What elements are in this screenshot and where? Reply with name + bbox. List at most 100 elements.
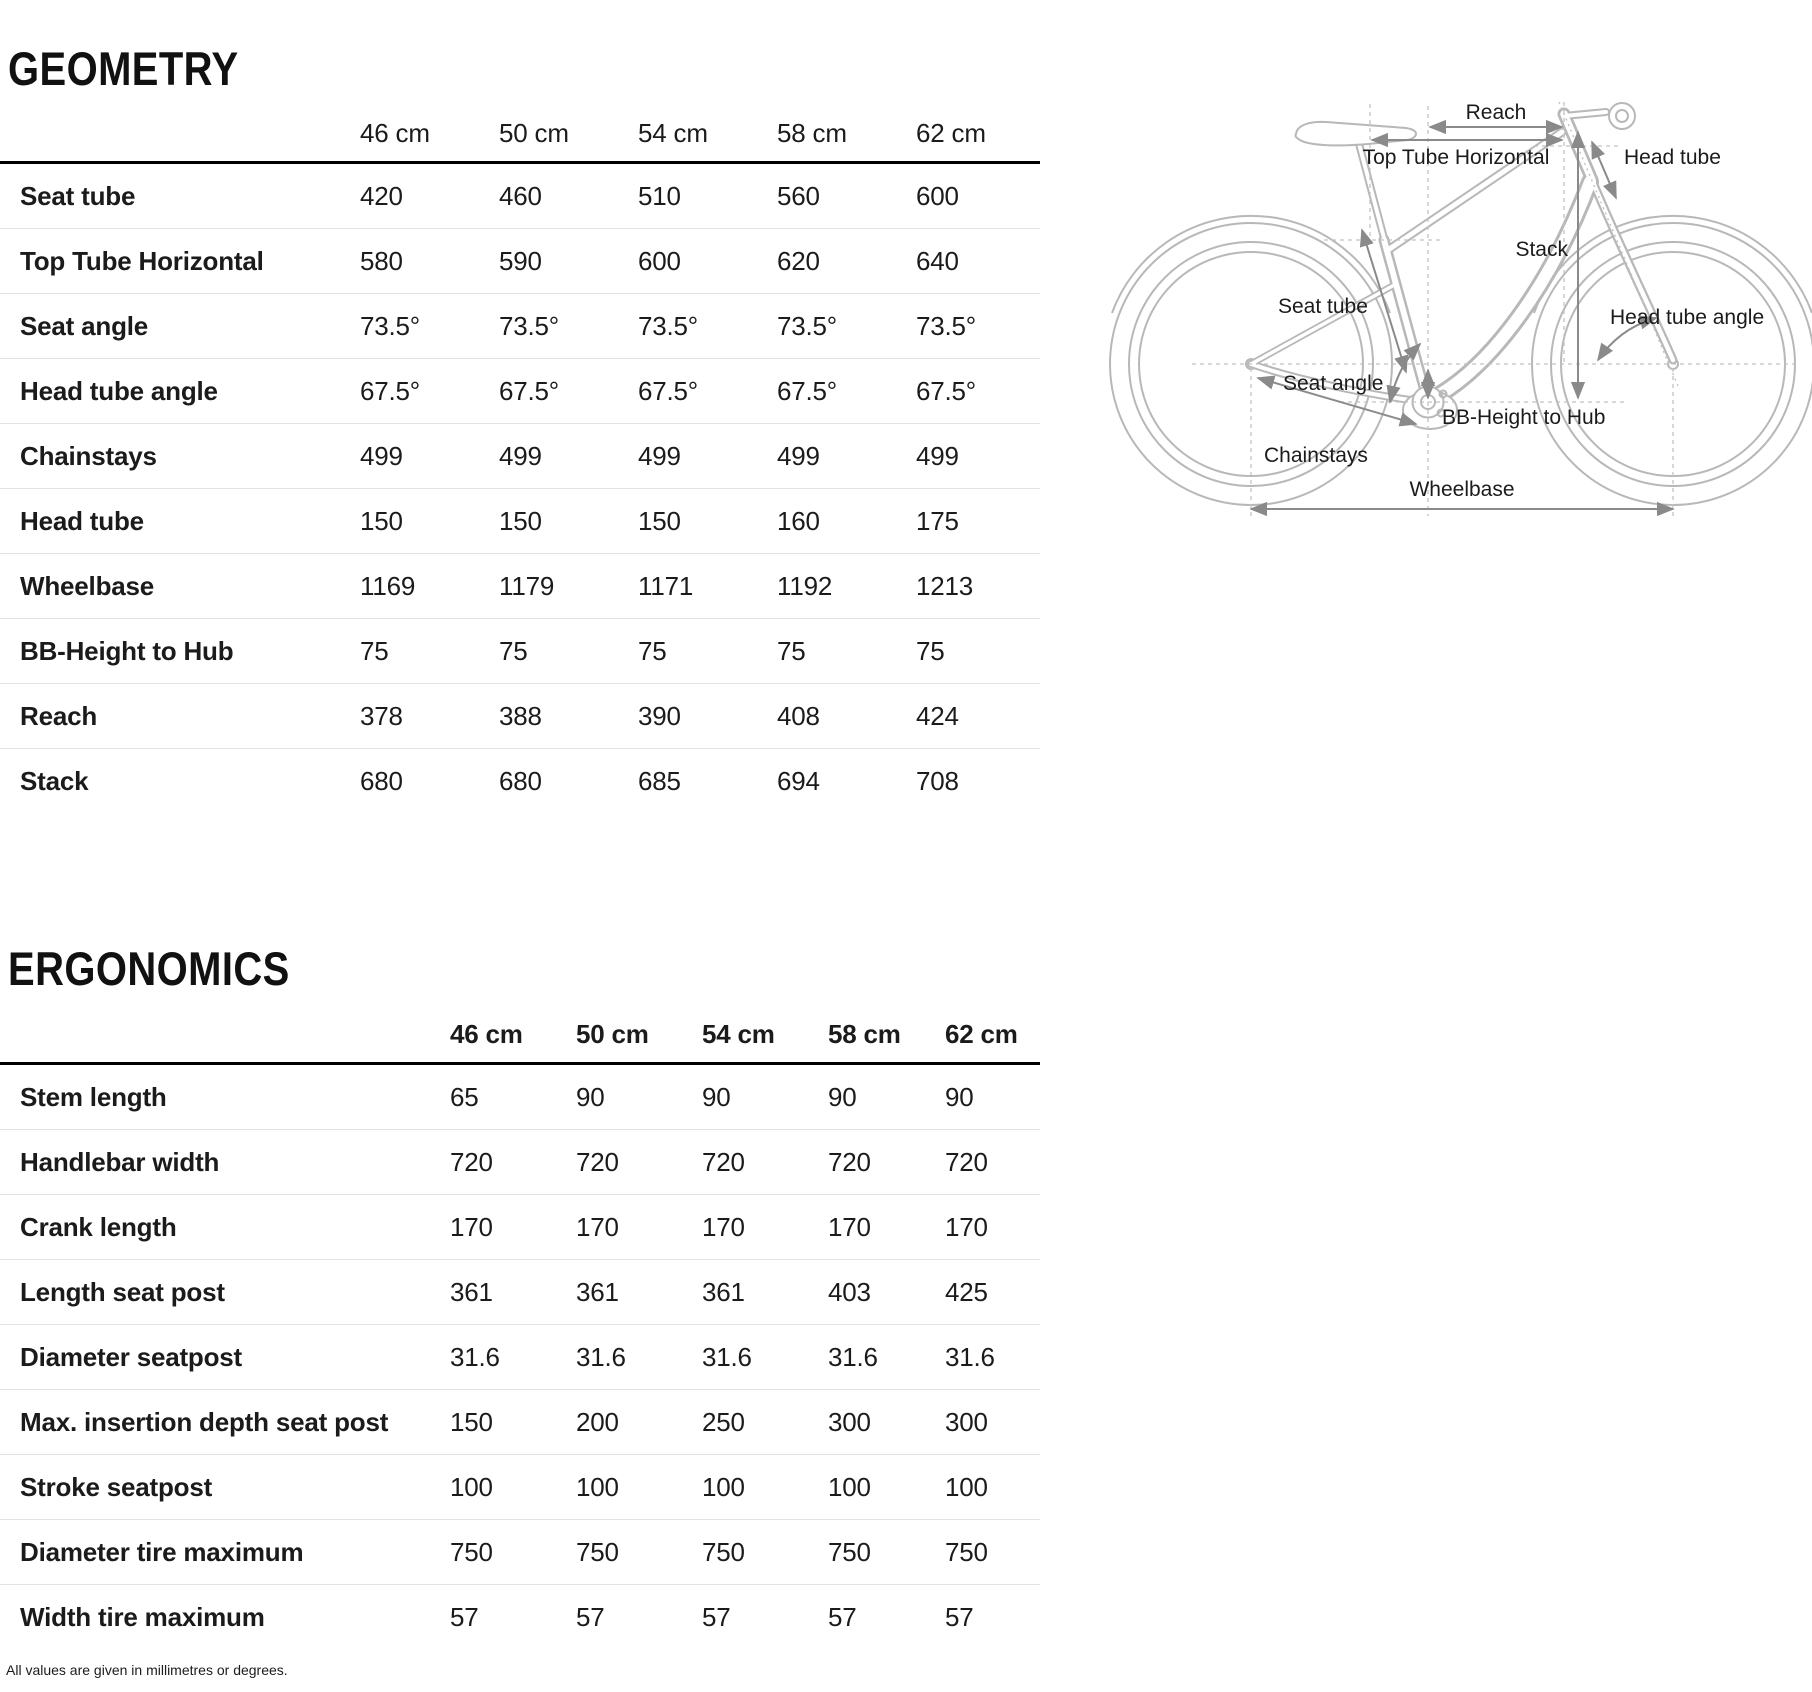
cell-value: 694 <box>777 766 820 796</box>
column-header: 62 cm <box>916 118 986 148</box>
diagram-label-reach: Reach <box>1466 101 1527 124</box>
table-row: Diameter seatpost 31.6 31.6 31.6 31.6 31.6 <box>0 1325 1040 1390</box>
cell-value: 75 <box>499 635 528 666</box>
cell-value: 100 <box>828 1471 871 1502</box>
cell-value: 499 <box>916 440 959 471</box>
diagram-label-seat-tube: Seat tube <box>1278 295 1368 318</box>
cell-value: 150 <box>360 505 403 536</box>
column-header: 46 cm <box>450 1019 523 1049</box>
diagram-label-head-tube-angle: Head tube angle <box>1610 306 1764 329</box>
column-header: 58 cm <box>777 118 847 148</box>
cell-value: 580 <box>360 245 403 276</box>
cell-value: 75 <box>916 635 945 666</box>
cell-value: 420 <box>360 180 403 211</box>
column-header: 54 cm <box>638 118 708 148</box>
cell-value: 67.5° <box>499 375 560 406</box>
saddle-icon <box>1294 120 1417 147</box>
table-row: Head tube angle 67.5° 67.5° 67.5° 67.5° 67.5° <box>0 359 1040 424</box>
chainstays-arrow <box>1256 375 1418 427</box>
cell-value: 90 <box>828 1081 857 1112</box>
cell-value: 67.5° <box>916 375 977 406</box>
cell-value: 57 <box>576 1602 605 1632</box>
column-header: 58 cm <box>828 1019 901 1049</box>
cell-value: 250 <box>702 1406 745 1437</box>
cell-value: 499 <box>777 440 820 471</box>
cell-value: 1213 <box>916 570 974 601</box>
table-row: Head tube 150 150 150 160 175 <box>0 489 1040 554</box>
cell-value: 708 <box>916 766 959 796</box>
cell-value: 31.6 <box>450 1341 500 1372</box>
table-row: Seat tube 420 460 510 560 600 <box>0 164 1040 229</box>
table-row: Seat angle 73.5° 73.5° 73.5° 73.5° 73.5° <box>0 294 1040 359</box>
cell-value: 300 <box>828 1406 871 1437</box>
diagram-label-chainstays: Chainstays <box>1264 444 1368 467</box>
units-footnote: All values are given in millimetres or d… <box>6 1662 288 1678</box>
head-tube-arrow <box>1591 140 1617 200</box>
cell-value: 750 <box>945 1536 988 1567</box>
cell-value: 65 <box>450 1081 479 1112</box>
row-label: Head tube angle <box>20 375 218 406</box>
head-tube-angle-arc-arrow <box>1596 315 1658 362</box>
cell-value: 408 <box>777 700 820 731</box>
cell-value: 200 <box>576 1406 619 1437</box>
table-row: Crank length 170 170 170 170 170 <box>0 1195 1040 1260</box>
cell-value: 100 <box>576 1471 619 1502</box>
row-label: Stem length <box>20 1081 167 1112</box>
table-row: Handlebar width 720 720 720 720 720 <box>0 1130 1040 1195</box>
column-header: 50 cm <box>499 118 569 148</box>
cell-value: 361 <box>450 1276 493 1307</box>
table-row: Diameter tire maximum 750 750 750 750 750 <box>0 1520 1040 1585</box>
cell-value: 750 <box>702 1536 745 1567</box>
bike-geometry-diagram: Reach Top Tube Horizontal Head tube Seat… <box>1109 101 1812 520</box>
cell-value: 361 <box>576 1276 619 1307</box>
table-row: Stack 680 680 685 694 708 <box>0 749 1040 814</box>
table-row: Max. insertion depth seat post 150 200 250 3… <box>0 1390 1040 1455</box>
cell-value: 67.5° <box>638 375 699 406</box>
diagram-label-bb-height-to-hub: BB-Height to Hub <box>1442 406 1605 429</box>
column-header: 54 cm <box>702 1019 775 1049</box>
cell-value: 31.6 <box>576 1341 626 1372</box>
cell-value: 150 <box>638 505 681 536</box>
cell-value: 1179 <box>499 570 555 601</box>
table-row: BB-Height to Hub 75 75 75 75 75 <box>0 619 1040 684</box>
cell-value: 680 <box>499 766 542 796</box>
cell-value: 600 <box>916 180 959 211</box>
row-label: Chainstays <box>20 440 157 471</box>
measurement-arrows <box>1249 119 1675 517</box>
cell-value: 73.5° <box>499 310 560 341</box>
cell-value: 73.5° <box>360 310 421 341</box>
cell-value: 685 <box>638 766 681 796</box>
cell-value: 31.6 <box>828 1341 878 1372</box>
row-label: Stack <box>20 766 89 796</box>
table-row: Top Tube Horizontal 580 590 600 620 640 <box>0 229 1040 294</box>
cell-value: 75 <box>360 635 389 666</box>
table-header-row: 46 cm 50 cm 54 cm 58 cm 62 cm <box>0 102 1040 164</box>
cell-value: 100 <box>450 1471 493 1502</box>
cell-value: 67.5° <box>777 375 838 406</box>
cell-value: 300 <box>945 1406 988 1437</box>
cell-value: 170 <box>450 1211 493 1242</box>
table-row: Length seat post 361 361 361 403 425 <box>0 1260 1040 1325</box>
cell-value: 390 <box>638 700 681 731</box>
diagram-label-wheelbase: Wheelbase <box>1409 478 1514 501</box>
diagram-label-stack: Stack <box>1515 238 1568 261</box>
cell-value: 1192 <box>777 570 833 601</box>
cell-value: 600 <box>638 245 681 276</box>
cell-value: 31.6 <box>702 1341 752 1372</box>
diagram-label-seat-angle: Seat angle <box>1283 372 1383 395</box>
cell-value: 175 <box>916 505 959 536</box>
cell-value: 170 <box>828 1211 871 1242</box>
cell-value: 720 <box>576 1146 619 1177</box>
cell-value: 90 <box>576 1081 605 1112</box>
cell-value: 499 <box>638 440 681 471</box>
cell-value: 170 <box>702 1211 745 1242</box>
cell-value: 1171 <box>638 570 694 601</box>
cell-value: 720 <box>702 1146 745 1177</box>
row-label: Top Tube Horizontal <box>20 245 264 276</box>
diagram-label-top-tube-horizontal: Top Tube Horizontal <box>1363 146 1550 169</box>
row-label: Stroke seatpost <box>20 1471 213 1502</box>
handlebar-grip-icon <box>1608 102 1636 130</box>
table-header-row: 46 cm 50 cm 54 cm 58 cm 62 cm <box>0 1003 1040 1065</box>
cell-value: 100 <box>702 1471 745 1502</box>
table-row: Chainstays 499 499 499 499 499 <box>0 424 1040 489</box>
